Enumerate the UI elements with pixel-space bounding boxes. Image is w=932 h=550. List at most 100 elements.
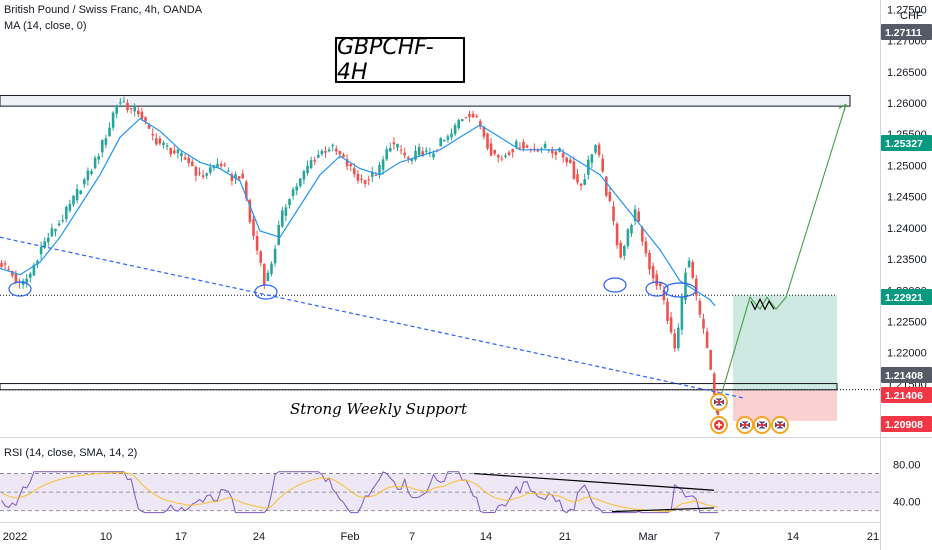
candle-body: [446, 136, 450, 140]
candle-body: [144, 117, 147, 122]
candle-body: [47, 237, 50, 243]
price-label-box: [881, 416, 932, 432]
candle-body: [590, 154, 594, 163]
candle-body: [115, 105, 118, 114]
candle-body: [392, 142, 396, 145]
zones-layer: [0, 95, 880, 421]
candle-body: [695, 278, 698, 296]
candle-body: [57, 223, 61, 226]
candle-body: [230, 174, 234, 181]
candle-body: [507, 152, 511, 156]
candle-body: [241, 173, 244, 179]
price-label-box: [881, 367, 932, 383]
candle-body: [677, 327, 680, 349]
candle-body: [140, 111, 144, 119]
candle-body: [173, 150, 176, 154]
plot-area: [0, 0, 880, 550]
candle-body: [25, 278, 28, 283]
candle-body: [277, 224, 280, 245]
candle-body: [561, 153, 565, 158]
candle-body: [453, 125, 457, 135]
price-label-box: [881, 289, 932, 305]
candle-body: [493, 149, 496, 154]
candle-body: [619, 242, 622, 258]
ma-legend: MA (14, close, 0): [4, 20, 87, 32]
candle-body: [219, 163, 223, 167]
candle-body: [651, 266, 655, 279]
candle-body: [626, 229, 630, 247]
consolidation-zigzag: [750, 297, 775, 311]
candle-body: [399, 149, 403, 151]
candle-body: [425, 150, 428, 152]
candle-body: [417, 146, 421, 156]
candle-body: [407, 157, 410, 159]
candle-body: [129, 108, 133, 110]
candle-body: [666, 301, 669, 321]
candle-body: [572, 161, 576, 179]
rsi-tick-label: 40.00: [893, 496, 921, 508]
candle-body: [414, 150, 417, 160]
candle-body: [284, 207, 288, 216]
candle-body: [659, 283, 662, 286]
candle-body: [216, 163, 219, 168]
candle-body: [252, 219, 255, 236]
candle-body: [536, 149, 540, 152]
candle-body: [615, 223, 619, 246]
candle-body: [457, 120, 460, 129]
candle-body: [497, 155, 500, 158]
candle-body: [205, 173, 208, 176]
candle-body: [111, 112, 115, 128]
candle-body: [288, 199, 291, 206]
candle-body: [97, 156, 100, 160]
candle-body: [353, 168, 356, 175]
chart-title-box: GBPCHF-4H: [335, 35, 465, 85]
candle-body: [198, 172, 201, 174]
candle-body: [162, 142, 165, 146]
candle-body: [133, 106, 136, 112]
candle-body: [385, 149, 388, 160]
candle-body: [479, 121, 482, 127]
price-tick-label: 1.26500: [887, 67, 927, 79]
candle-body: [299, 178, 302, 187]
price-tick-label: 1.25000: [887, 160, 927, 172]
candle-body: [500, 158, 504, 160]
candle-body: [371, 171, 374, 177]
candle-body: [551, 149, 554, 154]
candle-body: [540, 148, 543, 150]
candle-body: [180, 152, 183, 157]
candle-body: [673, 333, 676, 349]
candle-body: [255, 236, 259, 251]
candle-body: [306, 165, 309, 174]
candle-body: [245, 181, 248, 199]
candle-body: [482, 126, 486, 137]
projection-path: [715, 104, 847, 414]
support-label: Strong Weekly Support: [290, 400, 467, 418]
axes-layer: 1.275001.270001.265001.260001.255001.250…: [3, 4, 932, 543]
candle-body: [158, 138, 162, 144]
candle-body: [522, 141, 525, 149]
candle-body: [86, 170, 90, 181]
time-tick-label: Feb: [341, 531, 360, 543]
swing-low-ellipse-2: [254, 284, 278, 300]
time-tick-label: 17: [175, 531, 187, 543]
candle-body: [713, 373, 716, 395]
candle-body: [525, 145, 529, 148]
candle-body: [450, 133, 453, 138]
candle-body: [471, 113, 475, 118]
candle-body: [43, 241, 46, 248]
time-tick-label: 10: [100, 531, 112, 543]
candle-body: [569, 159, 572, 164]
candle-body: [122, 101, 126, 103]
candle-body: [381, 159, 385, 170]
profit-target-zone: [733, 295, 837, 390]
time-tick-label: 7: [714, 531, 720, 543]
candle-body: [687, 260, 691, 268]
time-tick-label: 24: [253, 531, 265, 543]
candle-body: [486, 133, 489, 149]
moving-average-layer: [0, 117, 716, 307]
candle-body: [101, 139, 104, 153]
candle-body: [65, 206, 68, 220]
candle-body: [126, 102, 129, 111]
candle-body: [165, 145, 169, 147]
